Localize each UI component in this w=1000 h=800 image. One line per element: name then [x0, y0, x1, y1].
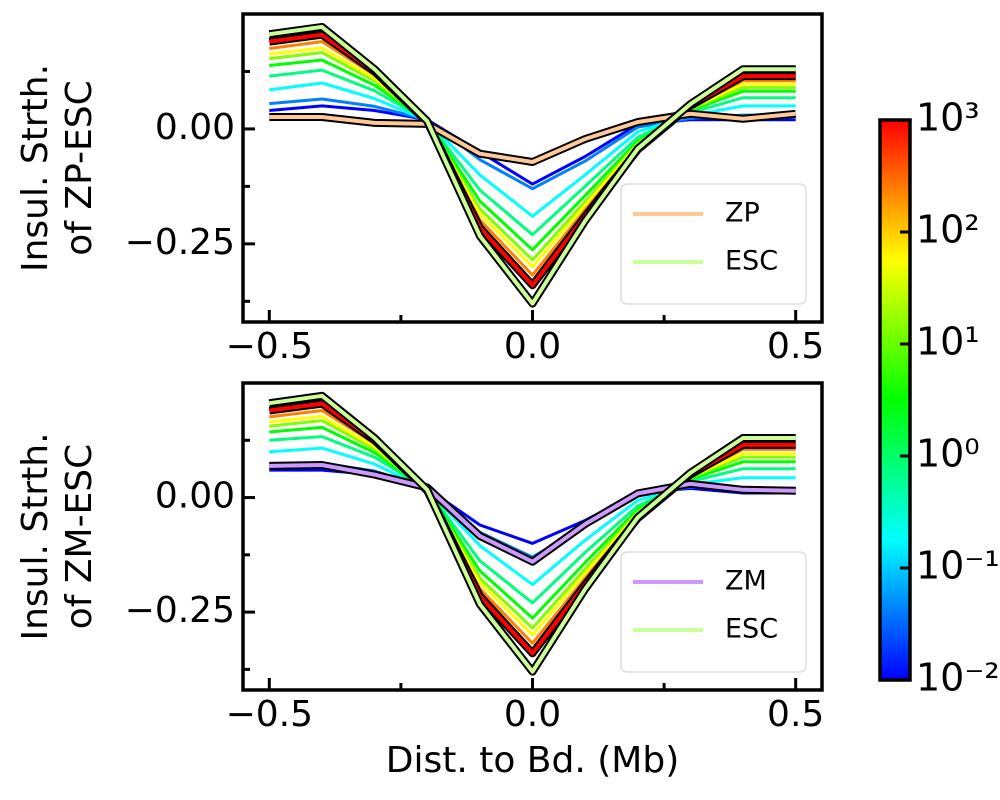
legend: ZM ESC	[620, 551, 807, 673]
line	[269, 68, 796, 237]
line	[269, 463, 796, 564]
x-tick-label: 0.0	[504, 694, 561, 735]
legend-label: ESC	[725, 246, 778, 277]
colorbar-tick-label: 10¹	[916, 320, 980, 364]
line	[269, 24, 796, 306]
line	[269, 419, 796, 630]
line	[269, 111, 796, 164]
y-axis-label: of ZP-ESC	[59, 80, 100, 255]
x-tick-label: −0.5	[226, 694, 313, 735]
colorbar-tick-label: 10⁻²	[916, 656, 1000, 700]
legend-box	[620, 551, 807, 673]
y-axis-label: Insul. Strth.	[15, 64, 56, 272]
colorbar-tick-label: 10³	[916, 96, 980, 140]
x-tick-label: 0.0	[504, 326, 561, 367]
colorbar-tick-label: 10⁻¹	[916, 544, 1000, 588]
colorbar-tick-label: 10⁰	[916, 432, 980, 476]
colorbar-tick-label: 10²	[916, 208, 980, 252]
y-tick-label: −0.25	[125, 222, 235, 263]
x-tick-label: 0.5	[767, 694, 824, 735]
line	[269, 58, 796, 252]
legend-label: ESC	[725, 614, 778, 645]
x-tick-label: 0.5	[767, 326, 824, 367]
plot-area	[268, 391, 796, 676]
line	[269, 435, 796, 605]
line	[269, 425, 796, 620]
x-tick-label: −0.5	[226, 326, 313, 367]
y-axis-label: Insul. Strth.	[15, 432, 56, 640]
y-tick-label: −0.25	[125, 590, 235, 631]
x-axis-label: Dist. to Bd. (Mb)	[386, 740, 680, 781]
legend-label: ZP	[725, 198, 760, 229]
legend-label: ZM	[725, 566, 767, 597]
line	[269, 104, 796, 186]
plot-area	[268, 22, 797, 308]
legend-box	[620, 183, 807, 305]
line	[269, 393, 796, 674]
line	[269, 51, 796, 262]
colorbar	[878, 118, 912, 682]
y-tick-label: 0.00	[155, 476, 235, 517]
line-outline	[269, 461, 796, 566]
y-tick-label: 0.00	[155, 107, 235, 148]
y-axis-label: of ZM-ESC	[59, 444, 100, 630]
legend: ZP ESC	[620, 183, 807, 305]
